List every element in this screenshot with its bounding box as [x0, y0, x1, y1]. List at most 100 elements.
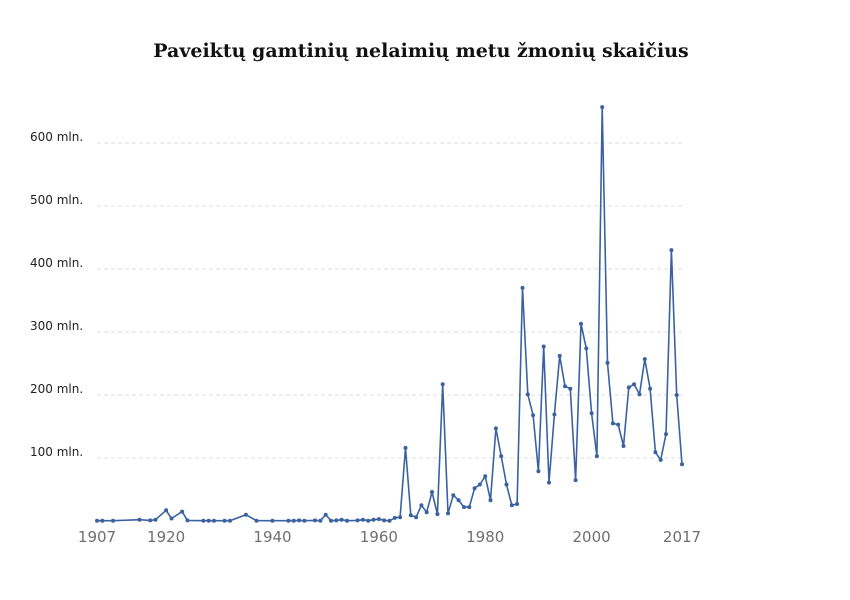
data-point	[201, 518, 206, 523]
data-point	[408, 513, 413, 518]
data-point	[286, 518, 291, 523]
data-point	[228, 518, 232, 523]
data-point	[499, 454, 504, 459]
data-point	[552, 412, 557, 417]
data-point	[302, 518, 307, 523]
y-tick-label: 600 mln.	[30, 130, 83, 144]
data-point	[525, 392, 530, 397]
data-point	[462, 505, 466, 510]
data-point	[594, 454, 599, 459]
data-point	[153, 517, 158, 522]
y-tick-label: 400 mln.	[30, 256, 83, 270]
data-point	[446, 511, 450, 516]
data-point	[520, 285, 525, 290]
y-tick-label: 100 mln.	[30, 445, 83, 459]
data-point	[600, 105, 605, 110]
data-point	[318, 518, 323, 523]
data-point	[531, 413, 536, 418]
data-point	[589, 411, 594, 416]
data-point	[323, 512, 328, 517]
data-point	[243, 512, 248, 517]
series-points	[95, 105, 684, 523]
data-point	[387, 518, 392, 523]
x-tick-label: 2017	[663, 528, 701, 546]
data-point	[382, 518, 387, 523]
data-point	[653, 450, 658, 455]
data-point	[291, 518, 296, 523]
x-tick-label: 1920	[147, 528, 185, 546]
data-point	[541, 344, 546, 349]
data-point	[579, 321, 583, 326]
data-point	[212, 518, 216, 523]
data-point	[392, 515, 397, 520]
data-point	[568, 386, 573, 391]
data-point	[254, 518, 259, 523]
data-point	[456, 498, 461, 503]
x-tick-label: 1907	[78, 528, 116, 546]
y-tick-label: 300 mln.	[30, 319, 83, 333]
data-point	[313, 518, 317, 523]
data-point	[488, 498, 493, 503]
data-point	[504, 482, 509, 487]
data-point	[563, 384, 567, 389]
data-point	[435, 512, 440, 517]
data-point	[424, 510, 429, 515]
series-line	[97, 106, 683, 522]
data-point	[547, 480, 551, 485]
data-point	[430, 490, 434, 494]
data-point	[664, 432, 668, 437]
data-point	[345, 518, 349, 523]
grid-lines	[97, 142, 682, 459]
x-tick-label: 1960	[360, 528, 398, 546]
data-point	[95, 518, 99, 523]
data-point	[419, 503, 424, 508]
data-point	[185, 518, 190, 523]
data-point	[642, 357, 647, 362]
data-point	[222, 518, 227, 523]
data-point	[297, 518, 302, 523]
data-point	[180, 509, 185, 514]
data-point	[658, 457, 663, 462]
x-axis-ticks: 1907 1920 1940 1960 1980 2000 2017	[78, 528, 701, 546]
data-point	[355, 518, 360, 523]
data-point	[366, 518, 371, 523]
data-point	[398, 515, 403, 520]
y-axis-ticks: 100 mln. 200 mln. 300 mln. 400 mln. 500 mln.…	[30, 130, 83, 459]
data-point	[557, 353, 562, 358]
data-point	[440, 382, 445, 387]
data-point	[360, 517, 365, 522]
data-point	[626, 385, 631, 390]
y-tick-label: 200 mln.	[30, 382, 83, 396]
data-point	[100, 518, 105, 523]
data-point	[414, 515, 419, 520]
x-tick-label: 1980	[466, 528, 504, 546]
data-point	[483, 474, 488, 479]
data-point	[111, 518, 115, 523]
data-point	[632, 382, 637, 387]
data-point	[669, 248, 674, 253]
data-point	[477, 482, 482, 487]
data-point	[164, 508, 169, 513]
data-point	[206, 518, 211, 523]
data-point	[584, 346, 589, 351]
data-point	[376, 517, 381, 522]
data-point	[270, 518, 275, 523]
data-point	[169, 516, 174, 521]
data-point	[148, 518, 153, 523]
data-point	[371, 517, 376, 522]
data-point	[515, 502, 520, 506]
data-point	[610, 421, 615, 426]
data-point	[536, 469, 541, 474]
data-point	[329, 518, 333, 523]
data-point	[403, 445, 408, 450]
data-point	[680, 462, 684, 467]
data-point	[451, 493, 456, 498]
data-point	[334, 518, 339, 523]
y-tick-label: 500 mln.	[30, 193, 83, 207]
data-point	[573, 478, 578, 483]
x-tick-label: 2000	[572, 528, 610, 546]
chart-title: Paveiktų gamtinių nelaimių metu žmonių s…	[153, 40, 688, 62]
data-point	[674, 393, 679, 397]
data-point	[493, 426, 498, 431]
